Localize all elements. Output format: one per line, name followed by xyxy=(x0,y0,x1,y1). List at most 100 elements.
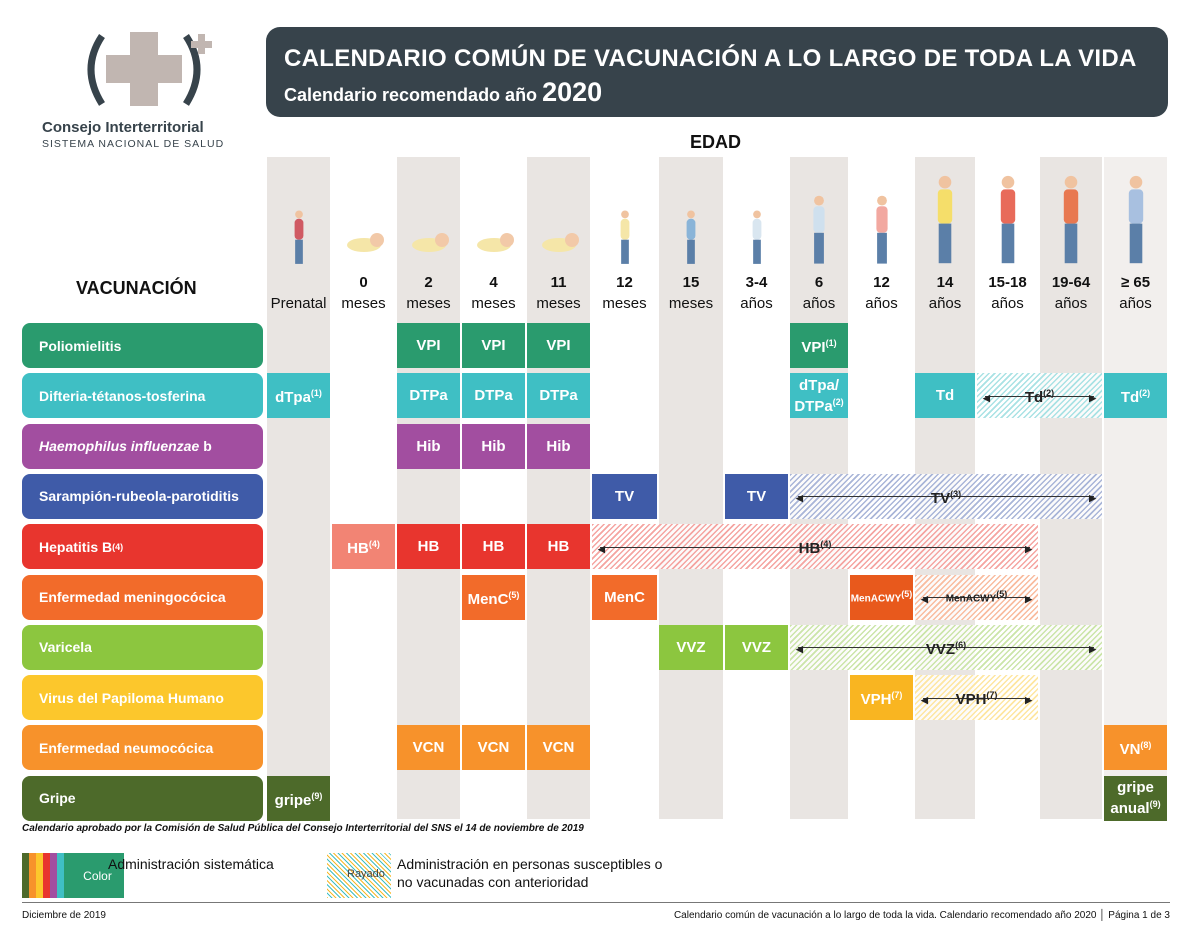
legend-color-swatch: Color xyxy=(22,853,124,898)
column-header: ≥ 65 años xyxy=(1103,272,1168,314)
row-label-sarampi-n-rubeola-parotiditis: Sarampión-rubeola-parotiditis xyxy=(22,473,263,519)
column-background xyxy=(397,157,460,819)
dose-cell: DTPa xyxy=(397,373,460,419)
dose-cell: VPI xyxy=(462,323,525,368)
column-age-value: 3-4 xyxy=(745,274,768,291)
dose-label: dTpa/ DTPa(2) xyxy=(790,377,848,415)
dose-footnote: (4) xyxy=(820,539,832,550)
dose-text: gripe anual xyxy=(1110,779,1154,818)
dose-label: VVZ(6) xyxy=(920,637,972,658)
dose-label: VPI xyxy=(546,337,570,354)
vaccine-name: Virus del Papiloma Humano xyxy=(39,689,224,706)
dose-label: DTPa xyxy=(474,387,512,404)
arrow-right-icon: ▶ xyxy=(1089,493,1096,504)
dose-label: HB xyxy=(548,538,570,555)
column-age-value: 15-18 xyxy=(988,274,1027,291)
striped-dose-cell: ◀ ▶ MenACWY(5) xyxy=(915,574,1038,620)
column-header: 12 meses xyxy=(591,272,658,314)
legend-striped-swatch: Rayado xyxy=(327,853,391,898)
person-figure-icon xyxy=(875,195,888,264)
column-age-value: 4 xyxy=(489,274,498,291)
vaccine-name: Haemophilus influenzae xyxy=(39,438,200,455)
dose-text: DTPa xyxy=(409,387,448,405)
dose-footnote: (2) xyxy=(1043,388,1055,399)
row-label-varicela: Varicela xyxy=(22,624,263,670)
dose-cell: gripe(9) xyxy=(267,775,330,821)
arrow-right-icon: ▶ xyxy=(1025,694,1032,705)
dose-footnote: (9) xyxy=(1149,799,1161,810)
dose-text: VCN xyxy=(412,739,445,757)
dose-footnote: (5) xyxy=(996,589,1008,600)
baby-figure-icon xyxy=(476,233,514,252)
dose-text: TV xyxy=(930,489,951,507)
striped-dose-cell: ◀ ▶ HB(4) xyxy=(592,524,1038,570)
dose-cell: dTpa/ DTPa(2) xyxy=(790,373,848,419)
column-header: 19-64 años xyxy=(1039,272,1103,314)
org-subtitle: SISTEMA NACIONAL DE SALUD xyxy=(42,138,225,150)
arrow-left-icon: ◀ xyxy=(598,543,605,554)
row-label-haemophilus-influenzae: Haemophilus influenzae b xyxy=(22,423,263,469)
dose-text: VPI xyxy=(546,337,571,354)
striped-dose-cell: ◀ ▶ VVZ(6) xyxy=(790,624,1102,670)
column-header: 14 años xyxy=(914,272,976,314)
dose-label: VPI(1) xyxy=(801,335,836,356)
dose-text: VPI xyxy=(481,337,506,354)
dose-text: TV xyxy=(746,487,767,505)
dose-text: Td xyxy=(1024,389,1044,407)
dose-text: VPI xyxy=(801,339,826,356)
arrow-right-icon: ▶ xyxy=(1089,644,1096,655)
legend-striped-text: Administración en personas susceptibles … xyxy=(397,855,662,891)
range-arrow: ◀ ▶ xyxy=(796,644,1096,654)
dose-label: VCN xyxy=(478,739,510,756)
dose-label: Hib xyxy=(481,438,505,455)
legend-color-stripe xyxy=(22,853,29,898)
dose-label: HB(4) xyxy=(793,536,838,557)
dose-text: VVZ xyxy=(741,638,772,656)
dose-label: VPH(7) xyxy=(861,687,903,708)
dose-cell: TV xyxy=(592,473,657,519)
person-figure-icon xyxy=(686,210,696,264)
dose-text: VN xyxy=(1119,741,1141,759)
vaccine-name-suffix: b xyxy=(203,438,212,455)
dose-text: HB xyxy=(417,538,440,556)
person-figure-icon xyxy=(1000,175,1015,264)
column-age-value: 14 xyxy=(936,274,954,291)
dose-cell: TV xyxy=(725,473,788,519)
legend-striped-line1: Administración en personas susceptibles … xyxy=(397,856,663,872)
column-age-value: 15 xyxy=(682,274,700,291)
subtitle-text: Calendario recomendado año xyxy=(284,85,538,105)
person-figure-icon xyxy=(937,175,953,264)
range-arrow: ◀ ▶ xyxy=(921,594,1032,604)
logo-cross-icon xyxy=(87,32,212,106)
baby-figure-icon xyxy=(541,233,579,252)
dose-text: DTPa xyxy=(539,387,578,405)
year: 2020 xyxy=(542,77,603,107)
vaccine-name-footnote: (4) xyxy=(112,541,124,552)
dose-text: VPH xyxy=(955,691,987,709)
row-label-gripe: Gripe xyxy=(22,775,263,821)
dose-text: Hib xyxy=(416,437,441,455)
dose-label: VPI xyxy=(416,337,440,354)
arrow-left-icon: ◀ xyxy=(921,694,928,705)
dose-label: VVZ xyxy=(742,639,771,656)
dose-label: VVZ xyxy=(676,639,705,656)
arrow-left-icon: ◀ xyxy=(796,493,803,504)
dose-cell: HB(4) xyxy=(332,524,395,570)
dose-text: TV xyxy=(614,487,635,505)
column-header: 4 meses xyxy=(461,272,526,314)
legend-color-stripe xyxy=(64,853,71,898)
dose-label: gripe anual(9) xyxy=(1104,779,1167,817)
dose-footnote: (6) xyxy=(955,639,967,650)
column-age-unit: años xyxy=(1119,295,1152,312)
column-age-value: 0 xyxy=(359,274,368,291)
legend-striped-line2: no vacunadas con anterioridad xyxy=(397,874,589,890)
column-background xyxy=(659,157,723,819)
dose-cell: HB xyxy=(397,524,460,570)
legend-color-stripe xyxy=(43,853,50,898)
dose-label: HB(4) xyxy=(347,536,380,557)
dose-label: MenC(5) xyxy=(468,587,520,608)
dose-text: gripe xyxy=(274,791,312,809)
vaccine-name: Varicela xyxy=(39,639,92,656)
dose-label: DTPa xyxy=(539,387,577,404)
column-age-value: 6 xyxy=(814,274,824,291)
